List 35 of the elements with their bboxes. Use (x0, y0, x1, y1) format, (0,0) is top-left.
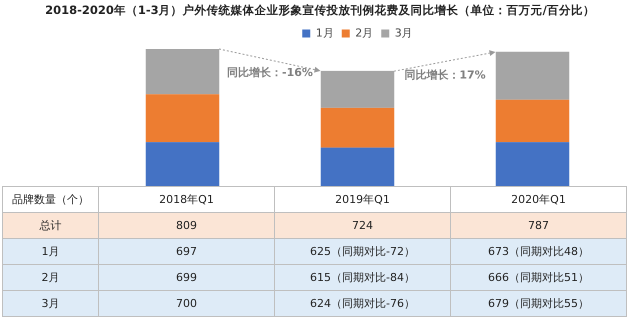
data-label: 615（同期对比-84） (274, 264, 450, 290)
text: 品牌数量（个） (2, 186, 98, 212)
category-label: 3月 (2, 290, 98, 316)
bar (320, 70, 394, 108)
data-label: 809 (98, 212, 274, 238)
data-label: 673（同期对比48） (450, 238, 626, 264)
annotation: 同比增长：-16% (227, 66, 313, 79)
bar (496, 142, 570, 186)
series-label: 2019年Q1 (274, 186, 450, 212)
chart-title: 2018-2020年（1-3月）户外传统媒体企业形象宣传投放刊例花费及同比增长（单位：百万元/百分比） (44, 2, 596, 19)
data-label: 697 (98, 238, 274, 264)
data-label: 666（同期对比51） (450, 264, 626, 290)
category-label: 1月 (2, 238, 98, 264)
series-label: 2020年Q1 (450, 186, 626, 212)
legend-label: 2月 (355, 26, 374, 40)
category-label: 总计 (2, 212, 98, 238)
bar (496, 100, 570, 142)
data-label: 699 (98, 264, 274, 290)
data-label: 624（同期对比-76） (274, 290, 450, 316)
data-label: 700 (98, 290, 274, 316)
data-label: 787 (450, 212, 626, 238)
bar (146, 94, 220, 142)
legend-label: 1月 (316, 26, 334, 40)
bar (146, 142, 220, 186)
data-label: 679（同期对比55） (450, 290, 626, 316)
series-label: 2018年Q1 (98, 186, 274, 212)
bar (496, 52, 570, 100)
bar (146, 49, 220, 94)
annotation: 同比增长：17% (404, 68, 486, 82)
data-label: 625（同期对比-72） (274, 238, 450, 264)
bar (320, 148, 394, 186)
legend-label: 3月 (394, 26, 413, 40)
category-label: 2月 (2, 264, 98, 290)
bar (320, 108, 394, 148)
data-label: 724 (274, 212, 450, 238)
